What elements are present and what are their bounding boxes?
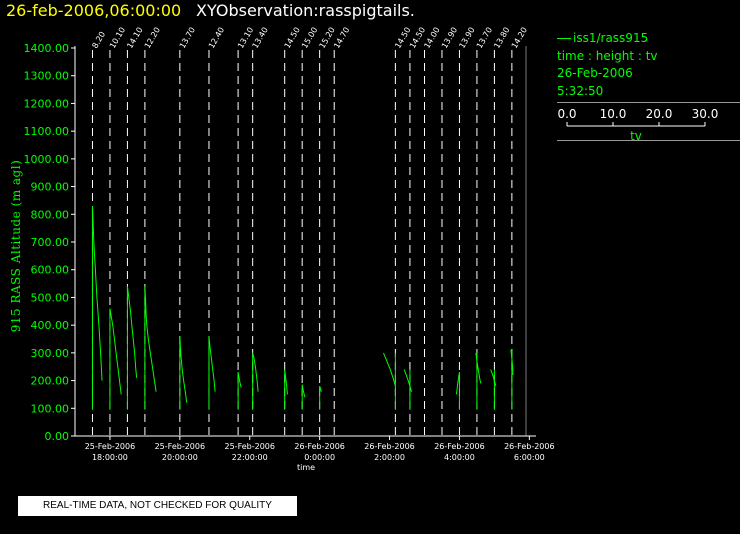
y-tick-label: 1000.00 xyxy=(24,153,70,166)
x-tick-date: 26-Feb-2006 xyxy=(294,442,344,451)
quality-warning-banner: REAL-TIME DATA, NOT CHECKED FOR QUALITY xyxy=(18,496,297,516)
legend-date: 26-Feb-2006 xyxy=(557,66,633,80)
temperature-trace xyxy=(383,352,396,387)
profile-label: 13.80 xyxy=(492,26,511,50)
legend-panel: iss1/rass915 time : height : tv 26-Feb-2… xyxy=(557,30,740,143)
x-tick-time: 0:00:00 xyxy=(304,453,335,462)
rass-chart: 0.00 100.00 200.00 300.00 400.00 500.00 600.00… xyxy=(9,26,555,472)
x-axis-label: time xyxy=(297,463,315,472)
temperature-trace xyxy=(144,286,157,392)
y-tick-label: 300.00 xyxy=(31,347,70,360)
x-tick-time: 18:00:00 xyxy=(92,453,128,462)
x-tick-time: 4:00:00 xyxy=(444,453,475,462)
legend-scale-tick-label: 20.0 xyxy=(646,107,673,121)
y-ticks: 0.00 100.00 200.00 300.00 400.00 500.00 600.00… xyxy=(24,42,75,443)
chart-date-time: 26-feb-2006,06:00:00 xyxy=(6,1,182,20)
profile-label: 8.20 xyxy=(90,30,107,50)
temperature-trace xyxy=(179,336,188,403)
y-axis-label: 915 RASS Altitude (m agl) xyxy=(9,160,23,333)
y-tick-label: 400.00 xyxy=(31,319,70,332)
x-tick-date: 25-Feb-2006 xyxy=(225,442,275,451)
x-tick-date: 25-Feb-2006 xyxy=(155,442,205,451)
y-tick-label: 500.00 xyxy=(31,291,70,304)
x-tick-time: 22:00:00 xyxy=(232,453,268,462)
chart-title: XYObservation:rasspigtails. xyxy=(196,1,415,20)
y-tick-label: 0.00 xyxy=(45,430,70,443)
x-tick-date: 25-Feb-2006 xyxy=(85,442,135,451)
temperature-trace xyxy=(92,205,103,381)
y-tick-label: 800.00 xyxy=(31,208,70,221)
profile-label: 13.90 xyxy=(440,26,459,50)
x-tick-date: 26-Feb-2006 xyxy=(364,442,414,451)
profile-label: 14.10 xyxy=(125,26,144,50)
legend-divider-bottom xyxy=(557,140,740,141)
legend-divider xyxy=(557,102,740,103)
profile-label: 12.40 xyxy=(207,26,226,50)
temperature-trace xyxy=(455,372,460,395)
temperature-traces xyxy=(91,205,514,410)
x-tick-date: 26-Feb-2006 xyxy=(434,442,484,451)
temperature-trace xyxy=(490,369,497,387)
temperature-trace xyxy=(126,286,138,378)
y-tick-label: 700.00 xyxy=(31,236,70,249)
x-tick-time: 6:00:00 xyxy=(514,453,545,462)
legend-scale-tick-label: 10.0 xyxy=(600,107,627,121)
y-tick-label: 1300.00 xyxy=(24,70,70,83)
legend-series: iss1/rass915 xyxy=(557,30,740,48)
y-tick-label: 100.00 xyxy=(31,402,70,415)
legend-series-swatch xyxy=(557,38,571,39)
legend-scale-tick-label: 30.0 xyxy=(692,107,719,121)
legend-scale-label: tv xyxy=(630,129,642,143)
profile-label: 15.00 xyxy=(300,26,319,50)
profile-label: 13.70 xyxy=(178,26,197,50)
legend-time: 5:32:50 xyxy=(557,83,604,98)
profile-label: 12.20 xyxy=(143,26,162,50)
profile-rules xyxy=(91,50,513,436)
x-ticks: 25-Feb-2006 18:00:00 25-Feb-2006 20:00:00 25… xyxy=(85,436,555,462)
x-tick-time: 2:00:00 xyxy=(374,453,405,462)
profile-label: 13.90 xyxy=(457,26,476,50)
legend-description: time : height : tv xyxy=(557,48,658,63)
temperature-trace xyxy=(109,308,122,395)
y-tick-label: 900.00 xyxy=(31,181,70,194)
y-tick-label: 1100.00 xyxy=(24,125,70,138)
legend-scale-tick-label: 0.0 xyxy=(557,107,576,121)
y-tick-label: 600.00 xyxy=(31,264,70,277)
temperature-trace xyxy=(252,352,259,392)
legend-series-label: iss1/rass915 xyxy=(573,31,649,45)
x-tick-time: 20:00:00 xyxy=(162,453,198,462)
y-tick-label: 1200.00 xyxy=(24,97,70,110)
profile-label: 14.50 xyxy=(283,26,302,50)
temperature-trace xyxy=(208,336,216,392)
y-tick-label: 200.00 xyxy=(31,375,70,388)
temperature-trace xyxy=(403,369,413,392)
y-tick-label: 1400.00 xyxy=(24,42,70,55)
legend-scale: 0.0 10.0 20.0 30.0 tv xyxy=(557,107,719,143)
x-tick-date: 26-Feb-2006 xyxy=(504,442,554,451)
profile-label: 10.10 xyxy=(108,26,127,50)
profile-label: 13.70 xyxy=(475,26,494,50)
